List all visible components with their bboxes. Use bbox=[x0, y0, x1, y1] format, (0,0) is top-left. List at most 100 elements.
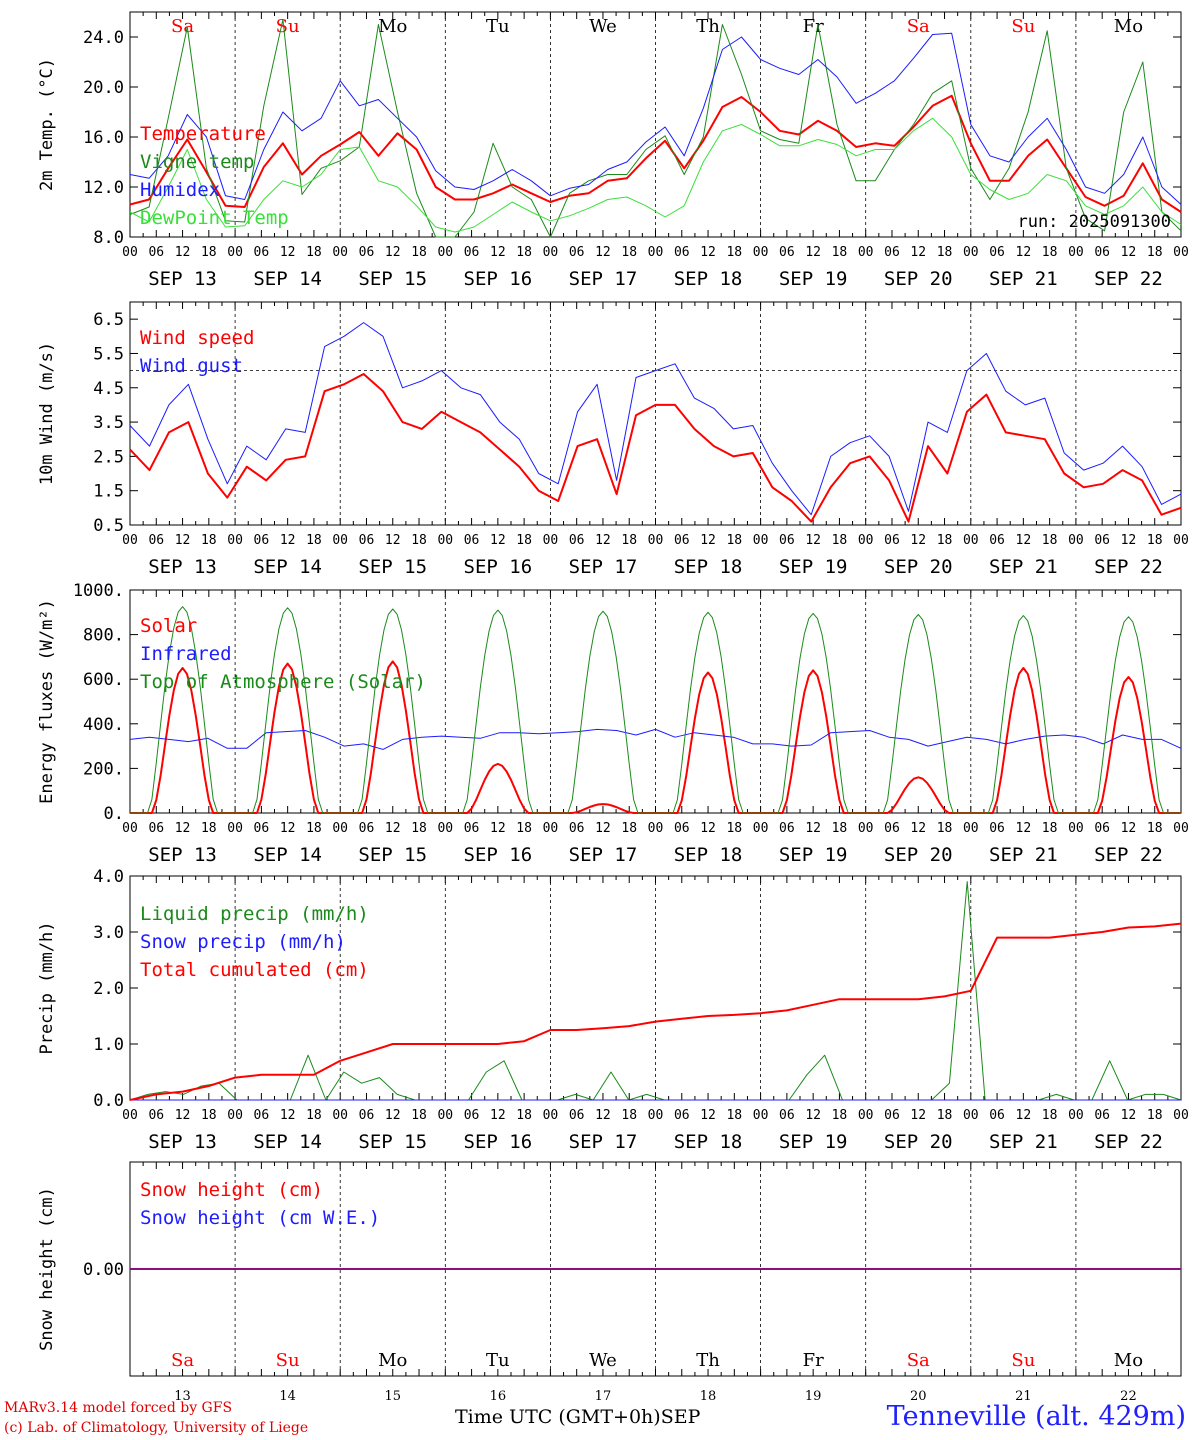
energy-x-tick-label: 12 bbox=[700, 821, 716, 836]
energy-x-tick-label: 12 bbox=[910, 821, 926, 836]
bottom-day-number: 14 bbox=[279, 1389, 296, 1404]
temp-x-tick-label: 00 bbox=[227, 245, 243, 260]
wind-x-tick-label: 00 bbox=[332, 533, 348, 548]
wind-y-tick-label: 4.5 bbox=[93, 379, 124, 399]
precip-x-tick-label: 00 bbox=[648, 1108, 664, 1123]
temp-x-tick-label: 18 bbox=[201, 245, 217, 260]
energy-x-tick-label: 12 bbox=[1016, 821, 1032, 836]
energy-x-tick-label: 06 bbox=[779, 821, 795, 836]
precip-date-label: SEP 22 bbox=[1094, 1131, 1163, 1153]
temp-x-tick-label: 00 bbox=[437, 245, 453, 260]
precip-x-tick-label: 06 bbox=[884, 1108, 900, 1123]
temp-y-tick-label: 16.0 bbox=[83, 128, 124, 148]
precip-legend-entry: Liquid precip (mm/h) bbox=[140, 903, 369, 925]
temp-date-label: SEP 19 bbox=[779, 268, 848, 290]
precip-x-tick-label: 06 bbox=[1094, 1108, 1110, 1123]
wind-x-tick-label: 12 bbox=[595, 533, 611, 548]
wind-date-label: SEP 17 bbox=[569, 556, 638, 578]
wind-x-tick-label: 06 bbox=[148, 533, 164, 548]
wind-x-tick-label: 12 bbox=[1121, 533, 1137, 548]
bottom-day-number: 13 bbox=[174, 1389, 191, 1404]
wind-x-tick-label: 06 bbox=[884, 533, 900, 548]
temp-x-tick-label: 18 bbox=[1147, 245, 1163, 260]
temp-x-tick-label: 18 bbox=[1042, 245, 1058, 260]
temp-x-tick-label: 06 bbox=[779, 245, 795, 260]
energy-x-tick-label: 06 bbox=[884, 821, 900, 836]
wind-date-label: SEP 19 bbox=[779, 556, 848, 578]
energy-date-label: SEP 16 bbox=[464, 844, 533, 866]
energy-legend-entry: Infrared bbox=[140, 643, 232, 665]
temp-x-tick-label: 18 bbox=[937, 245, 953, 260]
precip-x-tick-label: 00 bbox=[122, 1108, 138, 1123]
wind-series-wind-gust bbox=[129, 322, 1182, 516]
precip-x-tick-label: 06 bbox=[674, 1108, 690, 1123]
wind-x-tick-label: 06 bbox=[989, 533, 1005, 548]
bottom-day-number: 16 bbox=[490, 1389, 507, 1404]
temp-x-tick-label: 00 bbox=[1173, 245, 1189, 260]
wind-x-tick-label: 18 bbox=[832, 533, 848, 548]
temp-legend-entry: Temperature bbox=[140, 123, 266, 145]
energy-x-tick-label: 06 bbox=[674, 821, 690, 836]
temp-x-tick-label: 00 bbox=[332, 245, 348, 260]
precip-x-tick-label: 00 bbox=[858, 1108, 874, 1123]
wind-x-tick-label: 00 bbox=[1173, 533, 1189, 548]
wind-x-tick-label: 12 bbox=[700, 533, 716, 548]
energy-y-tick-label: 1000. bbox=[73, 581, 124, 601]
day-name: Fr bbox=[803, 16, 824, 37]
wind-date-label: SEP 20 bbox=[884, 556, 953, 578]
energy-y-tick-label: 600. bbox=[83, 670, 124, 690]
energy-y-axis-label: Energy fluxes (W/m²) bbox=[37, 599, 57, 804]
temp-x-tick-label: 12 bbox=[1121, 245, 1137, 260]
temp-legend-entry: Humidex bbox=[140, 179, 220, 201]
time-axis-label: Time UTC (GMT+0h)SEP bbox=[455, 1406, 700, 1428]
wind-x-tick-label: 06 bbox=[674, 533, 690, 548]
wind-y-axis-label: 10m Wind (m/s) bbox=[37, 342, 57, 485]
wind-x-tick-label: 18 bbox=[726, 533, 742, 548]
wind-series-wind-speed bbox=[129, 373, 1182, 523]
temp-x-tick-label: 18 bbox=[411, 245, 427, 260]
energy-x-tick-label: 06 bbox=[254, 821, 270, 836]
temp-date-label: SEP 22 bbox=[1094, 268, 1163, 290]
precip-y-tick-label: 1.0 bbox=[93, 1035, 124, 1055]
wind-x-tick-label: 12 bbox=[490, 533, 506, 548]
snow-y-tick-label: 0.00 bbox=[83, 1260, 124, 1280]
precip-y-tick-label: 2.0 bbox=[93, 979, 124, 999]
precip-x-tick-label: 06 bbox=[464, 1108, 480, 1123]
energy-series-infrared bbox=[129, 728, 1182, 750]
energy-date-label: SEP 21 bbox=[989, 844, 1058, 866]
wind-y-tick-label: 5.5 bbox=[93, 344, 124, 364]
wind-legend-entry: Wind speed bbox=[140, 327, 254, 349]
precip-x-tick-label: 12 bbox=[385, 1108, 401, 1123]
temp-x-tick-label: 12 bbox=[490, 245, 506, 260]
temp-date-label: SEP 21 bbox=[989, 268, 1058, 290]
precip-x-tick-label: 06 bbox=[569, 1108, 585, 1123]
energy-x-tick-label: 00 bbox=[858, 821, 874, 836]
precip-x-tick-label: 12 bbox=[175, 1108, 191, 1123]
wind-y-tick-label: 2.5 bbox=[93, 447, 124, 467]
wind-x-tick-label: 18 bbox=[1147, 533, 1163, 548]
precip-x-tick-label: 00 bbox=[227, 1108, 243, 1123]
energy-x-tick-label: 00 bbox=[437, 821, 453, 836]
energy-x-tick-label: 00 bbox=[648, 821, 664, 836]
precip-date-label: SEP 21 bbox=[989, 1131, 1058, 1153]
precip-legend-entry: Snow precip (mm/h) bbox=[140, 931, 346, 953]
precip-x-tick-label: 12 bbox=[595, 1108, 611, 1123]
time-axis-month: SEP bbox=[660, 1406, 701, 1428]
wind-x-tick-label: 18 bbox=[411, 533, 427, 548]
precip-x-tick-label: 12 bbox=[1016, 1108, 1032, 1123]
energy-x-tick-label: 00 bbox=[332, 821, 348, 836]
temp-series-vigne-temp bbox=[129, 19, 1182, 238]
lab-credit: (c) Lab. of Climatology, University of L… bbox=[4, 1420, 309, 1436]
temp-x-tick-label: 18 bbox=[621, 245, 637, 260]
energy-x-tick-label: 06 bbox=[569, 821, 585, 836]
wind-date-label: SEP 22 bbox=[1094, 556, 1163, 578]
precip-x-tick-label: 12 bbox=[910, 1108, 926, 1123]
day-name: Sa bbox=[171, 16, 194, 37]
energy-date-label: SEP 14 bbox=[253, 844, 322, 866]
wind-y-tick-label: 3.5 bbox=[93, 413, 124, 433]
snow-y-axis-label: Snow height (cm) bbox=[37, 1187, 57, 1351]
wind-x-tick-label: 18 bbox=[201, 533, 217, 548]
energy-date-label: SEP 15 bbox=[358, 844, 427, 866]
location-label: Tenneville (alt. 429m) bbox=[886, 1401, 1186, 1432]
